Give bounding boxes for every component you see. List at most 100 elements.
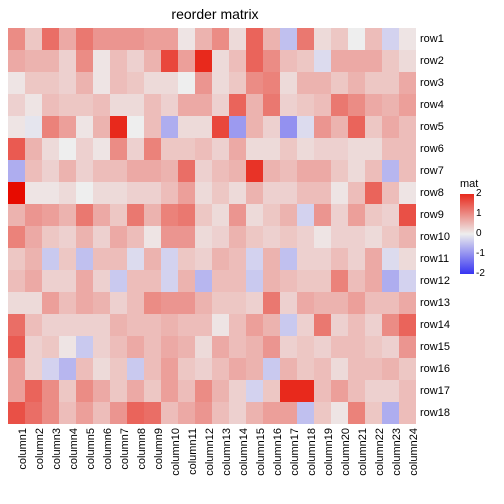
heatmap-cell: [161, 402, 178, 424]
heatmap-cell: [297, 50, 314, 72]
heatmap-cell: [297, 182, 314, 204]
heatmap-cell: [110, 116, 127, 138]
heatmap-cell: [25, 248, 42, 270]
heatmap-cell: [144, 160, 161, 182]
heatmap-cell: [93, 292, 110, 314]
row-label: row6: [418, 138, 450, 160]
legend-tick: -2: [476, 269, 485, 279]
column-label: column3: [42, 426, 59, 500]
heatmap-cell: [280, 94, 297, 116]
heatmap-cell: [229, 204, 246, 226]
heatmap-cell: [280, 28, 297, 50]
heatmap-cell: [263, 28, 280, 50]
heatmap-cell: [314, 160, 331, 182]
heatmap-cell: [42, 50, 59, 72]
heatmap-cell: [263, 226, 280, 248]
column-label: column11: [178, 426, 195, 500]
heatmap-cell: [178, 160, 195, 182]
heatmap-cell: [246, 160, 263, 182]
heatmap-cell: [331, 116, 348, 138]
heatmap-cell: [195, 116, 212, 138]
heatmap-cell: [93, 182, 110, 204]
column-label: column6: [93, 426, 110, 500]
heatmap-cell: [42, 28, 59, 50]
heatmap-cell: [42, 270, 59, 292]
heatmap-cell: [348, 336, 365, 358]
heatmap-cell: [110, 204, 127, 226]
heatmap-cell: [144, 380, 161, 402]
legend-tick: -1: [476, 249, 485, 259]
heatmap-cell: [93, 204, 110, 226]
heatmap-cell: [365, 314, 382, 336]
heatmap-cell: [331, 72, 348, 94]
heatmap-cell: [314, 204, 331, 226]
heatmap-cell: [195, 248, 212, 270]
heatmap-cell: [144, 358, 161, 380]
heatmap-cell: [195, 270, 212, 292]
heatmap-cell: [246, 116, 263, 138]
heatmap-cell: [365, 28, 382, 50]
heatmap-cell: [280, 226, 297, 248]
heatmap-cell: [42, 314, 59, 336]
heatmap-cell: [246, 204, 263, 226]
heatmap-cell: [365, 402, 382, 424]
heatmap-cell: [76, 314, 93, 336]
heatmap-cell: [348, 380, 365, 402]
heatmap-cell: [8, 72, 25, 94]
heatmap-cell: [93, 160, 110, 182]
heatmap-cell: [195, 72, 212, 94]
heatmap-cell: [246, 72, 263, 94]
heatmap-cell: [110, 358, 127, 380]
heatmap-cell: [399, 336, 416, 358]
heatmap-cell: [246, 314, 263, 336]
heatmap-cell: [280, 292, 297, 314]
heatmap-cell: [8, 94, 25, 116]
heatmap-cell: [365, 248, 382, 270]
heatmap-cell: [59, 28, 76, 50]
heatmap-cell: [178, 138, 195, 160]
heatmap-cell: [195, 28, 212, 50]
heatmap-cell: [348, 182, 365, 204]
heatmap-cell: [127, 248, 144, 270]
heatmap-cell: [399, 182, 416, 204]
heatmap-cell: [110, 248, 127, 270]
heatmap-cell: [161, 226, 178, 248]
heatmap-cell: [263, 248, 280, 270]
heatmap-cell: [93, 138, 110, 160]
heatmap-cell: [229, 402, 246, 424]
heatmap-cell: [59, 402, 76, 424]
heatmap-cell: [246, 28, 263, 50]
heatmap-cell: [144, 402, 161, 424]
heatmap-cell: [246, 182, 263, 204]
heatmap-cell: [280, 50, 297, 72]
heatmap-cell: [76, 358, 93, 380]
heatmap-cell: [178, 226, 195, 248]
heatmap-cell: [161, 204, 178, 226]
heatmap-cell: [127, 292, 144, 314]
column-label: column15: [246, 426, 263, 500]
heatmap-cell: [110, 94, 127, 116]
heatmap-cell: [178, 116, 195, 138]
heatmap-cell: [314, 50, 331, 72]
heatmap-cell: [144, 336, 161, 358]
heatmap-cell: [59, 50, 76, 72]
row-label: row4: [418, 94, 450, 116]
heatmap-cell: [212, 72, 229, 94]
heatmap-cell: [382, 402, 399, 424]
heatmap-cell: [127, 182, 144, 204]
heatmap-cell: [212, 28, 229, 50]
heatmap-cell: [144, 270, 161, 292]
heatmap-cell: [348, 94, 365, 116]
heatmap-cell: [399, 402, 416, 424]
heatmap-cell: [25, 336, 42, 358]
heatmap-cell: [280, 182, 297, 204]
heatmap-cell: [331, 292, 348, 314]
heatmap-cell: [178, 292, 195, 314]
heatmap-cell: [297, 226, 314, 248]
heatmap-cell: [93, 314, 110, 336]
heatmap-cell: [110, 226, 127, 248]
heatmap-cell: [161, 380, 178, 402]
heatmap-cell: [110, 28, 127, 50]
heatmap-cell: [8, 402, 25, 424]
heatmap-cell: [263, 292, 280, 314]
